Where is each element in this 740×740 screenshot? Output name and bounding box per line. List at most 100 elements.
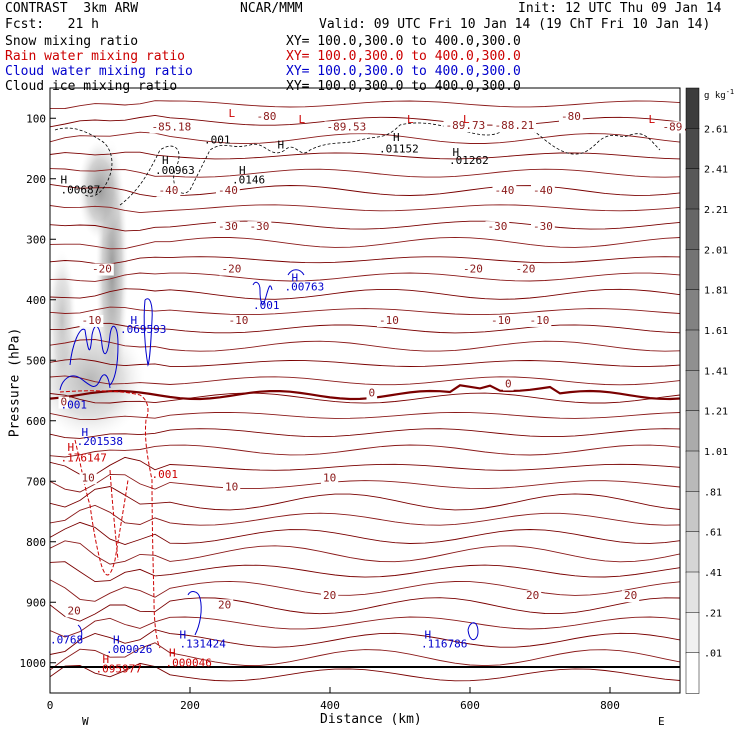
cloud-ice-contour-left	[54, 127, 113, 197]
isotherm-label: -20	[92, 263, 112, 276]
isotherm-line	[50, 375, 680, 386]
y-tick-label: 100	[26, 112, 46, 125]
isotherm-label: -30	[218, 220, 238, 233]
isotherm-label: -10	[379, 314, 399, 327]
y-tick-label: 500	[26, 354, 46, 367]
extremum-label: H	[239, 164, 246, 177]
init-time: Init: 12 UTC Thu 09 Jan 14	[518, 1, 722, 16]
colorbar-label: 1.41	[704, 366, 728, 377]
extremum-label: L	[299, 113, 306, 126]
colorbar-label: 2.41	[704, 165, 728, 176]
colorbar-swatch	[685, 249, 700, 291]
x-tick-label: 800	[600, 699, 620, 712]
contour-label-bg	[156, 184, 181, 197]
isotherm-line	[50, 456, 680, 476]
isotherm-line	[50, 339, 680, 352]
contour-label-bg	[324, 121, 369, 134]
field-xy-cloud-ice: XY= 100.0,300.0 to 400.0,300.0	[286, 79, 521, 94]
isotherm-label: -40	[495, 184, 515, 197]
y-tick-label: 700	[26, 475, 46, 488]
model-title: CONTRAST 3km ARW	[5, 1, 139, 16]
cloud-water-contour-low	[187, 591, 202, 636]
x-axis-label: Distance (km)	[320, 712, 422, 727]
cloud-water-contour-lower	[59, 374, 111, 391]
contour-label-bg	[503, 378, 514, 391]
extremum-label: .01262	[449, 154, 489, 167]
plot-frame	[49, 87, 681, 694]
isotherm-line	[50, 473, 680, 493]
extremum-label: H	[180, 629, 187, 642]
extremum-label: H	[113, 633, 120, 646]
extremum-label: .0146	[232, 174, 265, 187]
field-name-snow: Snow mixing ratio	[5, 34, 139, 49]
colorbar-label: 1.01	[704, 447, 728, 458]
contour-label-bg	[527, 314, 552, 327]
contour-label-bg	[622, 590, 640, 603]
colorbar-swatch	[685, 168, 700, 210]
isotherm-label: -80	[561, 110, 581, 123]
isotherm-line	[50, 428, 680, 439]
contour-label-bg	[524, 590, 542, 603]
colorbar-swatch	[685, 531, 700, 573]
contour-label-bg	[79, 314, 104, 327]
extremum-label: H	[425, 629, 432, 642]
cloud-water-contour-top	[287, 269, 305, 276]
forecast-hour: Fcst: 21 h	[5, 17, 99, 32]
extremum-label: .116786	[421, 638, 467, 651]
colorbar-swatch	[685, 450, 700, 493]
contour-label-bg	[531, 221, 555, 234]
isotherm-label: -85.18	[152, 120, 192, 133]
contour-label-bg	[216, 184, 240, 197]
y-tick-label: 200	[26, 173, 46, 186]
extremum-label: L	[407, 113, 414, 126]
extremum-label: L	[649, 113, 656, 126]
colorbar-label: .01	[704, 649, 722, 660]
contour-label-bg	[366, 387, 378, 400]
extremum-label: H	[82, 426, 89, 439]
isotherm-label: -20	[516, 263, 536, 276]
isotherm-label: 10	[225, 480, 238, 493]
colorbar-label: 2.21	[704, 205, 728, 216]
isotherm-line	[50, 220, 680, 232]
isotherm-line	[50, 272, 680, 282]
extremum-label: H	[68, 441, 75, 454]
extremum-label: H	[61, 174, 68, 187]
y-tick-label: 600	[26, 415, 46, 428]
isotherm-label: -88.21	[495, 119, 535, 132]
contour-label-bg	[247, 221, 272, 234]
contour-label-bg	[321, 590, 339, 603]
colorbar-label: 1.21	[704, 407, 728, 418]
x-tick-label: 600	[460, 699, 480, 712]
y-tick-label: 300	[26, 233, 46, 246]
contour-label-bg	[492, 120, 537, 133]
extremum-label: .000046	[166, 656, 212, 669]
colorbar-swatch	[685, 370, 700, 412]
colorbar-swatch	[685, 491, 700, 533]
extremum-label: .0768	[50, 633, 83, 646]
isotherm-line	[50, 579, 680, 602]
extremum-label: L	[463, 113, 470, 126]
y-tick-label: 400	[26, 294, 46, 307]
extremum-label: .01152	[379, 143, 419, 156]
extremum-label: .001	[61, 399, 88, 412]
isotherm-label: -30	[250, 220, 270, 233]
contour-label-bg	[492, 184, 517, 197]
freezing-level-line	[50, 384, 680, 401]
field-xy-snow: XY= 100.0,300.0 to 400.0,300.0	[286, 34, 521, 49]
contour-label-bg	[223, 481, 241, 494]
isotherm-label: 0	[61, 396, 68, 409]
x-tick-label: 0	[47, 699, 54, 712]
contour-label-bg	[226, 314, 251, 327]
contour-label-bg	[216, 221, 240, 234]
colorbar-label: 1.81	[704, 286, 728, 297]
isotherm-line	[50, 236, 680, 250]
isotherm-line	[50, 629, 680, 655]
isotherm-label: 10	[82, 471, 95, 484]
field-name-cloud-water: Cloud water mixing ratio	[5, 64, 193, 79]
snow-shade-left	[50, 250, 76, 390]
y-tick-label: 1000	[20, 657, 47, 670]
extremum-label: .001	[152, 468, 179, 481]
extremum-label: .201538	[77, 435, 123, 448]
colorbar-label: 2.01	[704, 245, 728, 256]
colorbar-label: .81	[704, 487, 722, 498]
